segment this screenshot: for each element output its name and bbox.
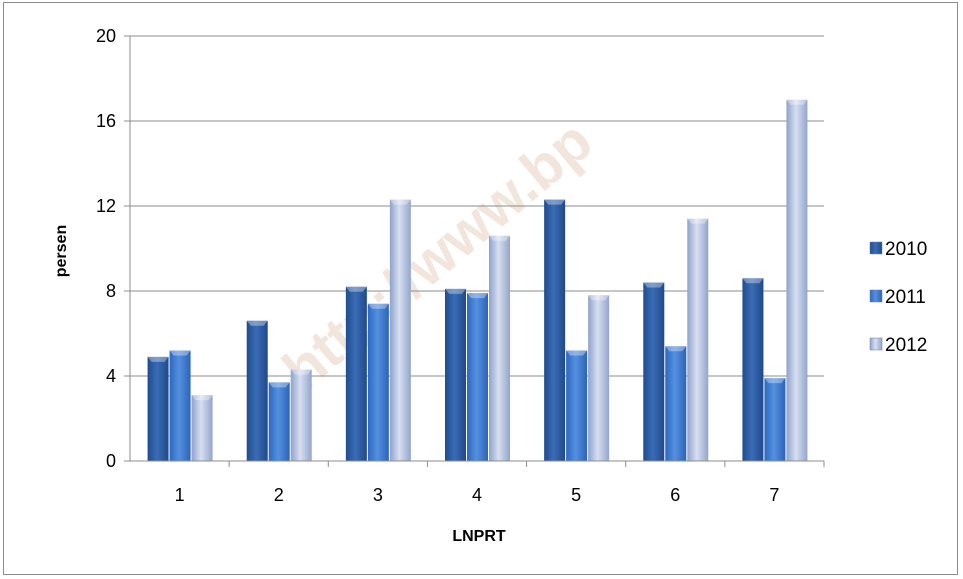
bar — [290, 369, 312, 461]
bar-cap — [544, 199, 566, 205]
y-tick-label: 0 — [106, 451, 116, 471]
bar-2010-7 — [742, 278, 764, 461]
bar-cap — [445, 288, 466, 294]
y-axis-title: persen — [53, 225, 70, 277]
bar — [742, 278, 764, 461]
bar-2010-4 — [445, 288, 466, 461]
y-tick-label: 12 — [96, 196, 116, 216]
bar-2010-1 — [147, 356, 169, 461]
legend-label: 2011 — [885, 287, 926, 308]
chart-frame: http://www.bp 0 4 8 12 16 20 1 2 3 4 5 6 7 persen LN… — [3, 2, 958, 575]
legend-swatch — [869, 289, 883, 303]
bar-cap — [588, 295, 610, 301]
x-tick-label: 3 — [373, 485, 383, 505]
x-tick-label: 6 — [670, 485, 680, 505]
bar — [544, 199, 566, 461]
bar-cap — [246, 320, 268, 326]
bar-cap — [169, 350, 191, 356]
bar-2012-5 — [588, 295, 610, 461]
bar — [445, 288, 466, 461]
bar-2011-3 — [367, 303, 389, 461]
bar-2011-1 — [169, 350, 191, 461]
legend-label: 2010 — [885, 239, 927, 260]
bar-cap — [665, 346, 687, 352]
bar-2012-3 — [389, 199, 411, 461]
bar-cap — [345, 286, 367, 292]
x-axis-title: LNPRT — [452, 528, 506, 545]
bar-cap — [147, 356, 169, 362]
bar — [786, 99, 808, 461]
legend-item-2010: 2010 — [869, 239, 927, 260]
bar-2011-5 — [566, 350, 588, 461]
bar-cap — [742, 278, 764, 284]
bar — [191, 395, 213, 461]
y-tick-label: 20 — [96, 26, 116, 46]
bar — [687, 218, 709, 461]
bar — [588, 295, 610, 461]
bar-2012-2 — [290, 369, 312, 461]
bar-2010-6 — [643, 282, 665, 461]
bar — [665, 346, 687, 461]
x-tick-label: 5 — [571, 485, 581, 505]
x-tick-label: 7 — [769, 485, 779, 505]
y-tick-label: 4 — [106, 366, 116, 386]
legend-item-2011: 2011 — [869, 287, 926, 308]
bar-2010-5 — [544, 199, 566, 461]
bar-cap — [268, 382, 290, 388]
y-tick-label: 8 — [106, 281, 116, 301]
bars — [147, 99, 808, 461]
bar — [643, 282, 665, 461]
bar-2012-4 — [489, 235, 510, 461]
bar-cap — [389, 199, 411, 205]
bar — [367, 303, 389, 461]
bar-2011-2 — [268, 382, 290, 461]
legend: 2010 2011 2012 — [869, 239, 927, 356]
bar-cap — [764, 378, 786, 384]
bar-2011-4 — [467, 293, 488, 461]
legend-item-2012: 2012 — [869, 335, 927, 356]
bar — [268, 382, 290, 461]
x-tick-label: 4 — [472, 485, 482, 505]
bar-2010-3 — [345, 286, 367, 461]
bar — [566, 350, 588, 461]
bar — [389, 199, 411, 461]
bar-cap — [467, 293, 488, 299]
bar — [489, 235, 510, 461]
bar-cap — [367, 303, 389, 309]
bar — [169, 350, 191, 461]
x-tick-label: 2 — [274, 485, 284, 505]
bar — [764, 378, 786, 461]
bar-2011-6 — [665, 346, 687, 461]
bar-2012-7 — [786, 99, 808, 461]
bar-2012-6 — [687, 218, 709, 461]
legend-label: 2012 — [885, 335, 927, 356]
bar — [246, 320, 268, 461]
bar — [345, 286, 367, 461]
bar-2011-7 — [764, 378, 786, 461]
bar-cap — [687, 218, 709, 224]
bar-cap — [643, 282, 665, 288]
bar-2010-2 — [246, 320, 268, 461]
legend-swatch — [869, 337, 883, 351]
x-tick-label: 1 — [175, 485, 185, 505]
bar — [147, 356, 169, 461]
bar-2012-1 — [191, 395, 213, 461]
bar-cap — [290, 369, 312, 375]
bar-cap — [489, 235, 510, 241]
bar — [467, 293, 488, 461]
bar-cap — [566, 350, 588, 356]
bar-cap — [786, 99, 808, 105]
y-tick-label: 16 — [96, 111, 116, 131]
legend-swatch — [869, 241, 883, 255]
bar-cap — [191, 395, 213, 401]
